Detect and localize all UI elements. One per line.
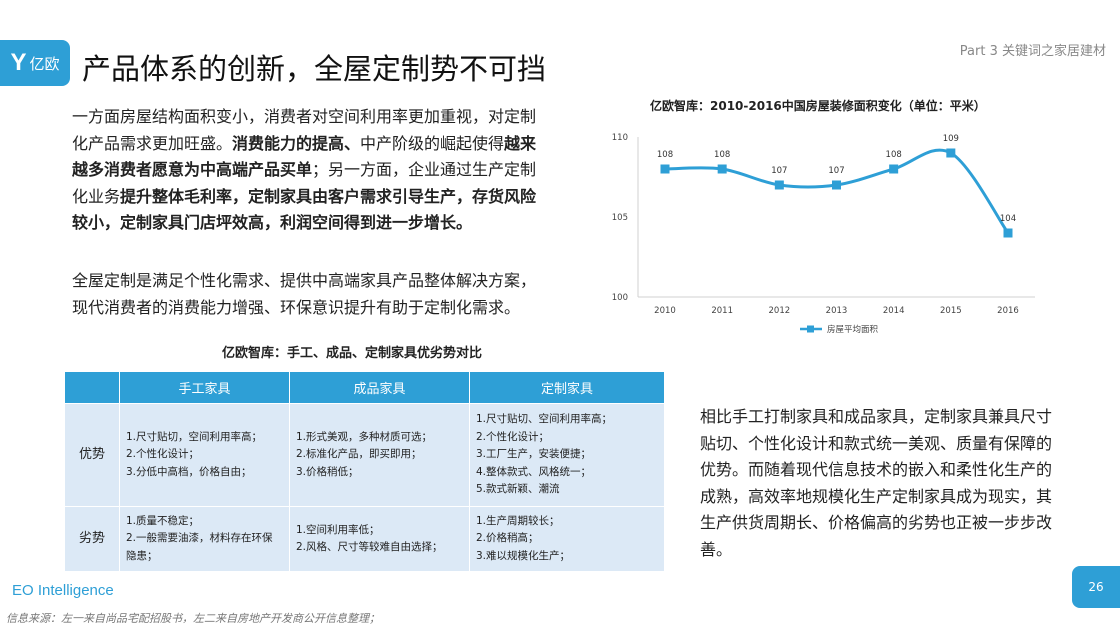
data-point — [889, 164, 899, 174]
legend-marker-icon — [807, 325, 814, 333]
cell-line: 1.形式美观，多种材质可选； — [296, 430, 433, 443]
logo: Y 亿欧 — [0, 40, 70, 86]
table-header-cell: 定制家具 — [469, 372, 665, 404]
cell-line: 1.生产周期较长； — [476, 514, 560, 527]
x-tick-label: 2011 — [711, 306, 733, 316]
data-point — [717, 164, 727, 174]
bold-text-run: 越来越多消费者愿意为中高端产品买单 — [72, 133, 537, 180]
data-label: 108 — [657, 150, 673, 160]
page-number: 26 — [1072, 566, 1120, 608]
table-cell: 1.尺寸贴切、空间利用率高； 2.个性化设计； 3.工厂生产，安装便捷； 4.整体款式… — [469, 403, 665, 507]
cell-line: 5.款式新颖、潮流 — [476, 483, 560, 496]
x-tick-label: 2010 — [654, 306, 676, 316]
table-cell: 1.生产周期较长； 2.价格稍高； 3.难以规模化生产； — [469, 506, 665, 572]
source-note: 信息来源：左一来自尚品宅配招股书，左二来自房地产开发商公开信息整理； — [6, 612, 380, 625]
cell-line: 4.整体款式、风格统一； — [476, 465, 592, 478]
table-cell: 1.质量不稳定； 2.一般需要油漆，材料存在环保隐患； — [119, 506, 290, 572]
data-label: 109 — [943, 134, 959, 144]
data-label: 108 — [886, 150, 902, 160]
page-title: 产品体系的创新，全屋定制势不可挡 — [82, 52, 547, 86]
bold-text-run: 提升整体毛利率，定制家具由客户需求引导生产，存货风险较小，定制家具门店坪效高，利… — [72, 186, 537, 233]
cell-line: 3.价格稍低； — [296, 465, 359, 478]
cell-line: 3.工厂生产，安装便捷； — [476, 448, 592, 461]
table-header-cell: 手工家具 — [119, 372, 290, 404]
chart-title: 亿欧智库：2010-2016中国房屋装修面积变化（单位：平米） — [650, 99, 986, 113]
y-tick-label: 105 — [612, 213, 628, 223]
table-header-cell — [64, 372, 120, 404]
footer-brand: EO Intelligence — [12, 582, 114, 599]
table-header-cell: 成品家具 — [289, 372, 470, 404]
data-label: 108 — [714, 150, 730, 160]
data-point — [660, 164, 670, 174]
x-tick-label: 2016 — [997, 306, 1019, 316]
cell-line: 2.个性化设计； — [476, 430, 550, 443]
logo-mark-icon: Y — [10, 49, 27, 76]
text-run: 中产阶级的崛起使得 — [360, 133, 505, 153]
data-label: 107 — [828, 166, 844, 176]
table-row: 劣势 1.质量不稳定； 2.一般需要油漆，材料存在环保隐患； 1.空间利用率低； 2.风… — [64, 506, 665, 572]
section-label: Part 3 关键词之家居建材 — [959, 44, 1106, 59]
x-tick-label: 2012 — [769, 306, 791, 316]
series-line — [664, 148, 1010, 234]
data-point — [1003, 228, 1013, 238]
row-label: 劣势 — [64, 506, 120, 572]
data-point — [774, 180, 784, 190]
comparison-table: 手工家具 成品家具 定制家具 优势 1.尺寸贴切，空间利用率高； 2.个性化设计； 3… — [64, 372, 665, 572]
logo-text: 亿欧 — [29, 54, 60, 73]
x-tick-label: 2014 — [883, 306, 905, 316]
cell-line: 2.一般需要油漆，材料存在环保隐患； — [126, 532, 273, 562]
x-tick-label: 2013 — [826, 306, 848, 316]
definition-paragraph: 全屋定制是满足个性化需求、提供中高端家具产品整体解决方案，现代消费者的消费能力增… — [72, 271, 537, 317]
y-tick-label: 100 — [612, 293, 628, 303]
data-label: 104 — [1000, 214, 1016, 224]
intro-paragraph: 一方面房屋结构面积变小，消费者对空间利用率更加重视，对定制化产品需求更加旺盛。消… — [72, 104, 550, 237]
cell-line: 1.质量不稳定； — [126, 514, 200, 527]
cell-line: 2.价格稍高； — [476, 532, 539, 545]
bold-text-run: 消费能力的提高、 — [232, 133, 361, 153]
cell-line: 1.空间利用率低； — [296, 523, 380, 536]
table-cell: 1.形式美观，多种材质可选； 2.标准化产品，即买即用； 3.价格稍低； — [289, 403, 470, 507]
cell-line: 2.风格、尺寸等较难自由选择； — [296, 541, 443, 553]
x-tick-label: 2015 — [940, 306, 962, 316]
cell-line: 2.标准化产品，即买即用； — [296, 448, 422, 461]
y-tick-label: 110 — [612, 133, 628, 143]
cell-line: 3.分低中高档，价格自由； — [126, 465, 252, 478]
area-line-chart: 100 105 110 2010 2011 2012 2013 2014 2015 2016 108… — [612, 133, 1035, 335]
cell-line: 1.尺寸贴切、空间利用率高； — [476, 413, 613, 426]
table-row: 优势 1.尺寸贴切，空间利用率高； 2.个性化设计； 3.分低中高档，价格自由； 1.形… — [64, 403, 665, 507]
table-cell: 1.空间利用率低； 2.风格、尺寸等较难自由选择； — [289, 506, 470, 572]
legend-label: 房屋平均面积 — [827, 324, 879, 335]
summary-paragraph: 相比手工打制家具和成品家具，定制家具兼具尺寸贴切、个性化设计和款式统一美观、质量… — [700, 407, 1053, 559]
table-title: 亿欧智库：手工、成品、定制家具优劣势对比 — [222, 346, 483, 361]
text-run: 一方面房屋结构面积变小，消费者对空间利用率更加重视，对定制化产品需求更加旺盛。 — [72, 107, 537, 153]
cell-line: 1.尺寸贴切，空间利用率高； — [126, 430, 263, 443]
data-point — [832, 180, 841, 190]
cell-line: 3.难以规模化生产； — [476, 549, 571, 562]
cell-line: 2.个性化设计； — [126, 448, 200, 461]
data-label: 107 — [771, 166, 787, 176]
table-header-row: 手工家具 成品家具 定制家具 — [64, 372, 665, 404]
row-label: 优势 — [64, 403, 120, 507]
table-cell: 1.尺寸贴切，空间利用率高； 2.个性化设计； 3.分低中高档，价格自由； — [119, 403, 290, 507]
data-point — [946, 148, 956, 158]
text-run: ；另一方面，企业通过生产定制化业务 — [72, 160, 537, 206]
